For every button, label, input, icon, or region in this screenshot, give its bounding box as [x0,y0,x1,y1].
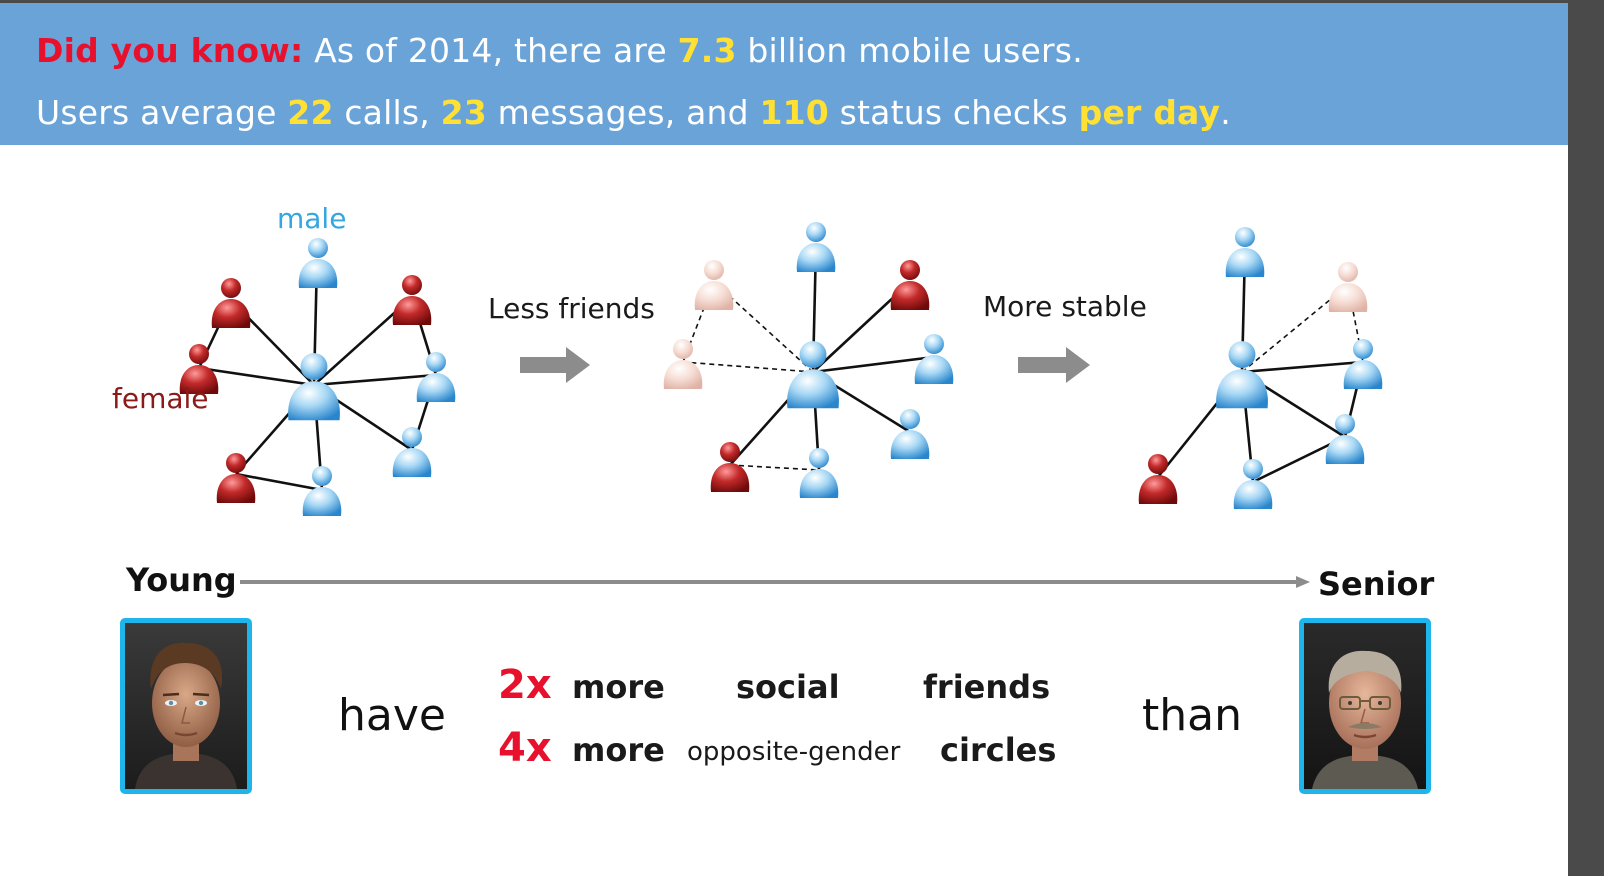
opposite-gender-factor: 4x [498,725,552,771]
banner-text: billion mobile users. [736,31,1083,70]
male-node-icon [796,222,836,272]
banner-text: calls, [333,93,441,132]
female-node-icon [392,275,432,325]
more-label: more [572,731,665,769]
banner-text: status checks [828,93,1079,132]
more-stable-label: More stable [983,290,1147,323]
faded-node-icon [694,260,734,310]
senior-label: Senior [1318,565,1435,603]
male-legend-label: male [277,202,347,235]
young-label: Young [126,561,237,599]
did-you-know-label: Did you know: [36,31,304,70]
more-label: more [572,668,665,706]
center-male-node-icon [288,353,340,421]
male-node-icon [1225,227,1265,277]
male-node-icon [392,427,432,477]
less-friends-label: Less friends [488,292,655,325]
center-male-node-icon [787,341,839,409]
timeline-arrowhead-icon [1296,576,1310,588]
faded-node-icon [663,339,703,389]
banner-text: Users average [36,93,288,132]
status-checks-value: 110 [759,93,829,132]
male-node-icon [1233,459,1273,509]
info-banner: Did you know: As of 2014, there are 7.3 … [0,3,1568,145]
mobile-users-value: 7.3 [677,31,737,70]
progression-arrow-2-icon [1018,347,1090,383]
circles-label: circles [940,731,1057,769]
center-male-node-icon [1216,341,1268,409]
messages-value: 23 [440,93,487,132]
banner-text: As of 2014, there are [303,31,678,70]
banner-text: messages, and [486,93,760,132]
female-node-icon [211,278,251,328]
banner-text: . [1220,93,1231,132]
female-node-icon [890,260,930,310]
network-diagrams [179,222,1383,588]
per-day-label: per day [1078,93,1221,132]
female-legend-label: female [112,382,209,415]
progression-arrow-1-icon [520,347,590,383]
network-3-nodes [1138,227,1383,509]
male-node-icon [298,238,338,288]
social-friends-factor: 2x [498,662,552,708]
male-node-icon [302,466,342,516]
male-node-icon [1325,414,1365,464]
senior-face-image [1304,623,1426,789]
friends-label: friends [923,668,1051,706]
male-node-icon [799,448,839,498]
senior-person-portrait [1299,618,1431,794]
male-node-icon [890,409,930,459]
calls-value: 22 [287,93,334,132]
young-person-portrait [120,618,252,794]
than-label: than [1142,690,1242,741]
young-face-image [125,623,247,789]
faded-node-icon [1328,262,1368,312]
opposite-gender-label: opposite-gender [687,737,901,767]
banner-line-2: Users average 22 calls, 23 messages, and… [36,93,1231,132]
social-label: social [736,668,840,706]
banner-line-1: Did you know: As of 2014, there are 7.3 … [36,31,1083,70]
have-label: have [338,690,446,741]
